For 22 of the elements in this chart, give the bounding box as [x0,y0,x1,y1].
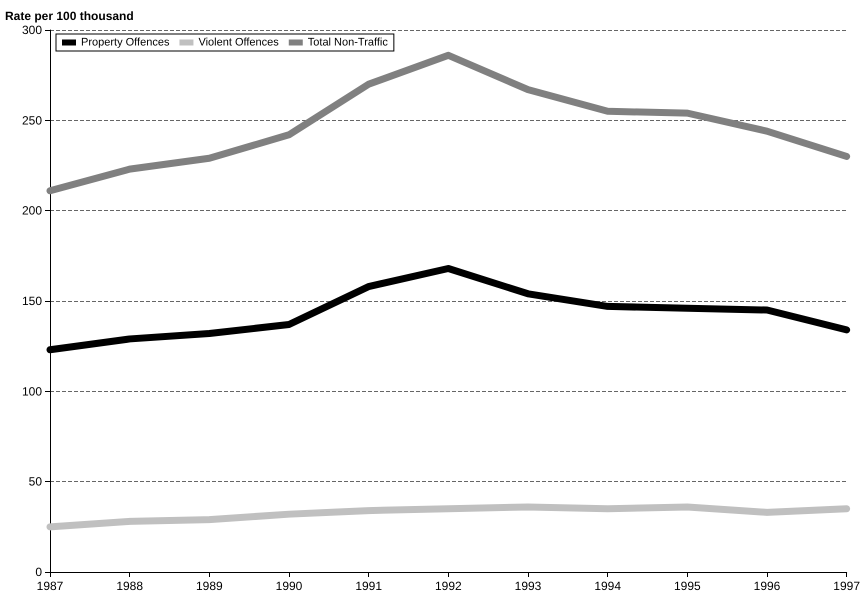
x-tick-label: 1987 [36,579,64,593]
x-tick-label: 1989 [196,579,223,593]
y-tick-label: 200 [22,204,42,218]
legend-label: Violent Offences [198,36,280,48]
x-tick-label: 1996 [754,579,781,593]
x-tick-label: 1992 [434,579,462,593]
x-tick-label: 1993 [514,579,542,593]
x-tick-label: 1997 [833,579,860,593]
y-tick-label: 250 [22,113,42,128]
x-tick-label: 1990 [276,579,303,593]
y-tick-label: 100 [22,384,42,398]
x-tick-label: 1988 [116,579,144,593]
y-tick-label: 300 [22,23,42,37]
legend-label: Property Offences [81,36,170,48]
legend-label: Total Non-Traffic [308,36,388,48]
x-tick-label: 1995 [674,579,701,593]
y-tick-label: 150 [22,294,42,308]
y-tick-label: 0 [35,565,42,579]
x-tick-label: 1994 [594,579,622,593]
y-tick-label: 50 [28,474,42,489]
x-tick-label: 1991 [355,579,382,593]
y-axis-title: Rate per 100 thousand [5,9,134,23]
